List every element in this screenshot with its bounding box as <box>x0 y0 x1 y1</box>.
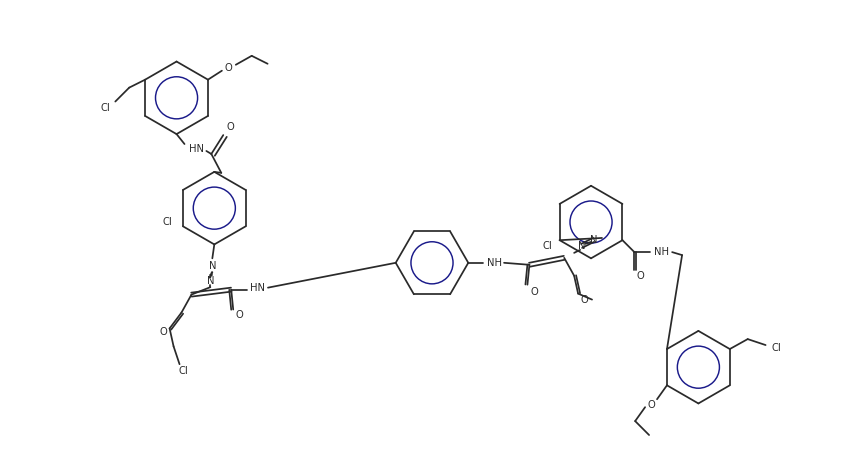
Text: O: O <box>530 287 538 296</box>
Text: NH: NH <box>654 247 669 257</box>
Text: Cl: Cl <box>162 217 172 227</box>
Text: O: O <box>225 63 232 73</box>
Text: Cl: Cl <box>179 366 188 376</box>
Text: Cl: Cl <box>100 103 111 113</box>
Text: O: O <box>160 327 168 337</box>
Text: Cl: Cl <box>772 343 781 353</box>
Text: O: O <box>637 271 645 281</box>
Text: HN: HN <box>189 144 204 154</box>
Text: N: N <box>206 276 214 286</box>
Text: O: O <box>647 400 655 410</box>
Text: Cl: Cl <box>543 241 553 251</box>
Text: HN: HN <box>250 283 264 293</box>
Text: NH: NH <box>486 258 502 268</box>
Text: O: O <box>581 295 588 305</box>
Text: N: N <box>578 241 586 251</box>
Text: N: N <box>208 261 216 271</box>
Text: N: N <box>590 235 598 245</box>
Text: O: O <box>226 122 234 132</box>
Text: O: O <box>235 311 243 320</box>
